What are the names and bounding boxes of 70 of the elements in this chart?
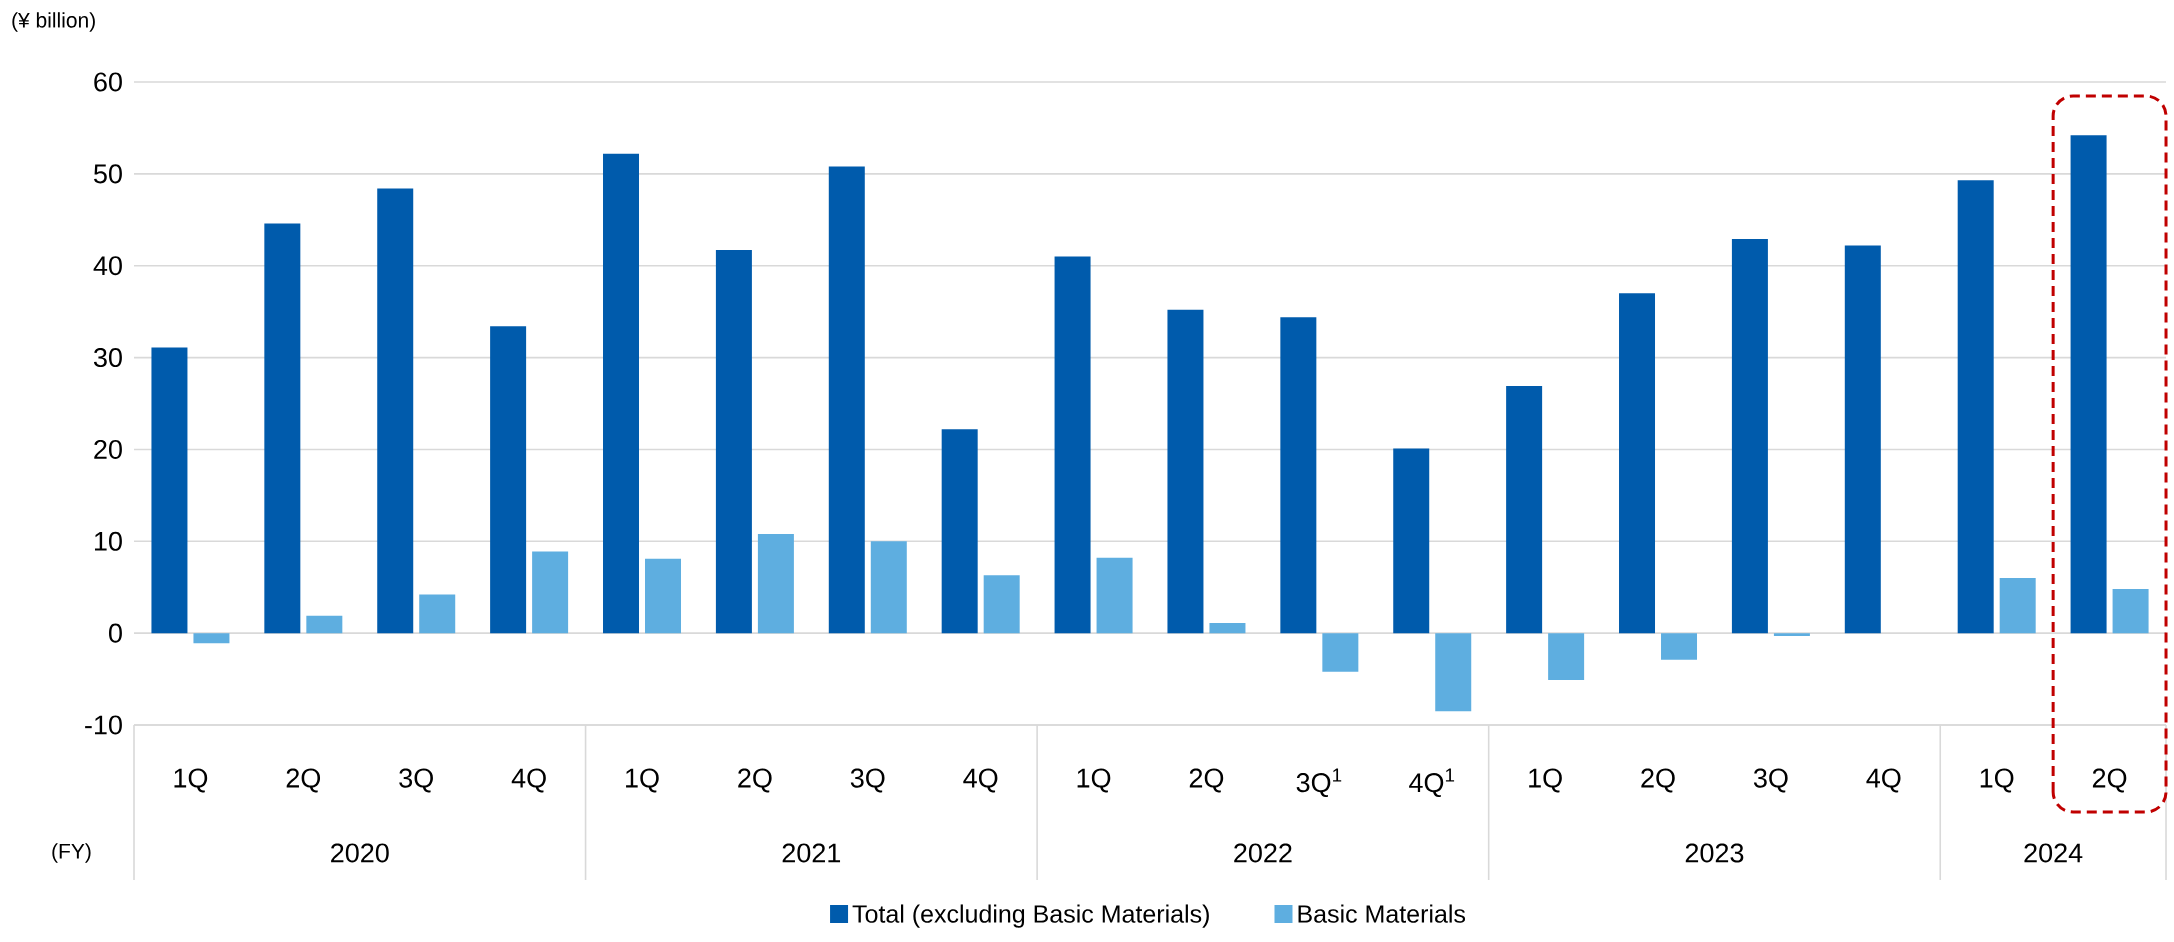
- x-tick-label: 3Q: [399, 768, 433, 793]
- legend-label: Total (excluding Basic Materials): [852, 904, 1209, 928]
- x-tick-label: 3Q: [850, 768, 885, 793]
- y-tick-label: 10: [94, 531, 122, 551]
- x-tick-label: 1Q: [174, 768, 208, 793]
- bar: [1167, 309, 1204, 634]
- bar: [870, 541, 907, 634]
- bar: [1999, 578, 2036, 634]
- bar: [377, 188, 414, 634]
- bar: [193, 633, 230, 644]
- bar: [1619, 293, 1656, 634]
- x-tick-label: 3Q$^{1}$: [1296, 768, 1342, 798]
- y-tick-label: 0: [109, 623, 122, 643]
- bar: [1661, 633, 1698, 660]
- bar: [1435, 633, 1472, 712]
- bar: [715, 250, 752, 634]
- bar: [645, 558, 682, 634]
- bar: [603, 153, 640, 634]
- y-tick-label: 20: [94, 439, 122, 459]
- y-tick-label: 50: [94, 164, 122, 184]
- bar: [2070, 135, 2107, 634]
- text: 2022: [1234, 843, 1292, 863]
- bar: [1280, 317, 1317, 634]
- bar: [264, 223, 301, 634]
- bar: [1393, 448, 1430, 634]
- text: 2024: [2024, 843, 2083, 863]
- text: (FY): [52, 843, 91, 863]
- bar: [532, 551, 569, 634]
- x-tick-label: 1Q: [626, 768, 659, 793]
- legend-label: Basic Materials: [1298, 904, 1466, 923]
- bar: [2112, 589, 2149, 634]
- bar: [1054, 256, 1091, 634]
- bar: [1209, 623, 1246, 634]
- bar: [1844, 245, 1881, 634]
- bar: [941, 429, 978, 634]
- x-tick-label: 4Q: [1866, 768, 1901, 793]
- bar: [983, 575, 1020, 634]
- text: 2023: [1685, 843, 1744, 863]
- bar: [1548, 633, 1585, 680]
- x-tick-label: 2Q: [2092, 768, 2127, 793]
- x-tick-label: 1Q: [1980, 768, 2014, 793]
- bar: [1773, 633, 1810, 636]
- bar: [490, 326, 527, 634]
- y-tick-label: 40: [93, 256, 122, 276]
- bar: [828, 166, 865, 634]
- text: 2020: [331, 843, 389, 863]
- x-tick-label: 3Q: [1753, 768, 1788, 793]
- bar: [419, 594, 456, 634]
- x-tick-label: 4Q: [511, 768, 546, 793]
- y-tick-label: -10: [85, 715, 122, 735]
- bar: [1322, 633, 1359, 672]
- bar: [1957, 180, 1994, 634]
- bar: [1506, 386, 1543, 634]
- x-tick-label: 2Q: [1189, 768, 1224, 793]
- x-tick-label: 2Q: [738, 768, 772, 793]
- x-tick-label: 1Q: [1529, 768, 1562, 793]
- y-axis-title: (¥ billion): [12, 12, 95, 32]
- y-tick-label: 30: [93, 348, 122, 368]
- bar: [306, 615, 343, 634]
- bar: [757, 533, 794, 634]
- x-tick-label: 4Q$^{1}$: [1409, 768, 1455, 798]
- x-tick-label: 2Q: [1641, 768, 1675, 793]
- x-tick-label: 1Q: [1077, 768, 1111, 793]
- x-tick-label: 4Q: [963, 768, 998, 793]
- bar: [151, 347, 188, 634]
- text: 2021: [782, 843, 841, 863]
- bar: [1096, 557, 1133, 634]
- bar: [1731, 239, 1768, 634]
- x-tick-label: 2Q: [286, 768, 321, 793]
- y-tick-label: 60: [94, 72, 122, 92]
